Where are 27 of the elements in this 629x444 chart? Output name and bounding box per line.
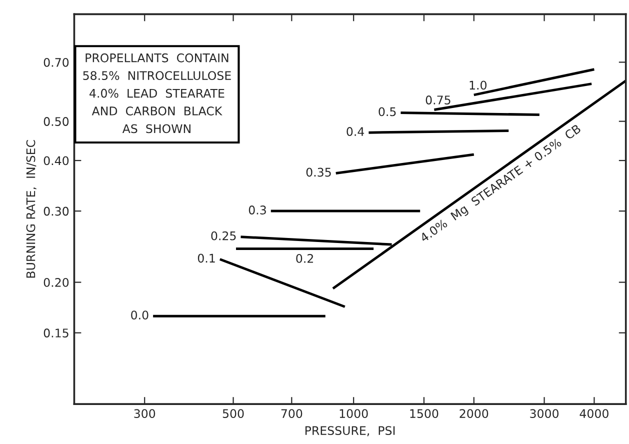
series-label: 0.3 xyxy=(248,206,266,214)
y-tick-label: 0.50 xyxy=(44,117,69,126)
y-tick-label: 0.40 xyxy=(44,156,69,166)
series-label: 0.0 xyxy=(131,310,148,320)
series-label: 0.5 xyxy=(378,107,396,116)
series-label: 0.2 xyxy=(296,254,313,263)
y-tick-label: 0.70 xyxy=(44,58,69,67)
series-label: 0.25 xyxy=(211,231,236,240)
y-axis-title: BURNING RATE, IN/SEC xyxy=(26,140,36,278)
series-label: 0.75 xyxy=(426,96,450,104)
series-label: 0.1 xyxy=(198,254,215,263)
y-tick-label: 0.15 xyxy=(44,328,68,338)
y-tick-label: 0.30 xyxy=(44,206,69,216)
x-tick-label: 300 xyxy=(134,409,156,418)
x-axis-title: PRESSURE, PSI xyxy=(305,426,395,436)
x-tick-label: 500 xyxy=(222,409,244,418)
x-tick-label: 4000 xyxy=(580,409,608,418)
annotation: PROPELLANTS CONTAIN 58.5% NITROCELLULOSE 4.0% LEAD STEARATE AND CARBON BLACK AS SHOWN xyxy=(83,53,231,134)
series-label: 0.35 xyxy=(306,168,331,177)
series-label: 1.0 xyxy=(470,80,486,90)
y-tick-label: 0.20 xyxy=(44,278,69,287)
x-tick-label: 3000 xyxy=(530,409,559,418)
x-tick-label: 1500 xyxy=(410,409,438,418)
x-tick-label: 700 xyxy=(281,409,302,418)
x-tick-label: 1000 xyxy=(340,409,368,418)
series-label: 0.4 xyxy=(346,127,364,136)
x-tick-label: 2000 xyxy=(460,409,488,418)
